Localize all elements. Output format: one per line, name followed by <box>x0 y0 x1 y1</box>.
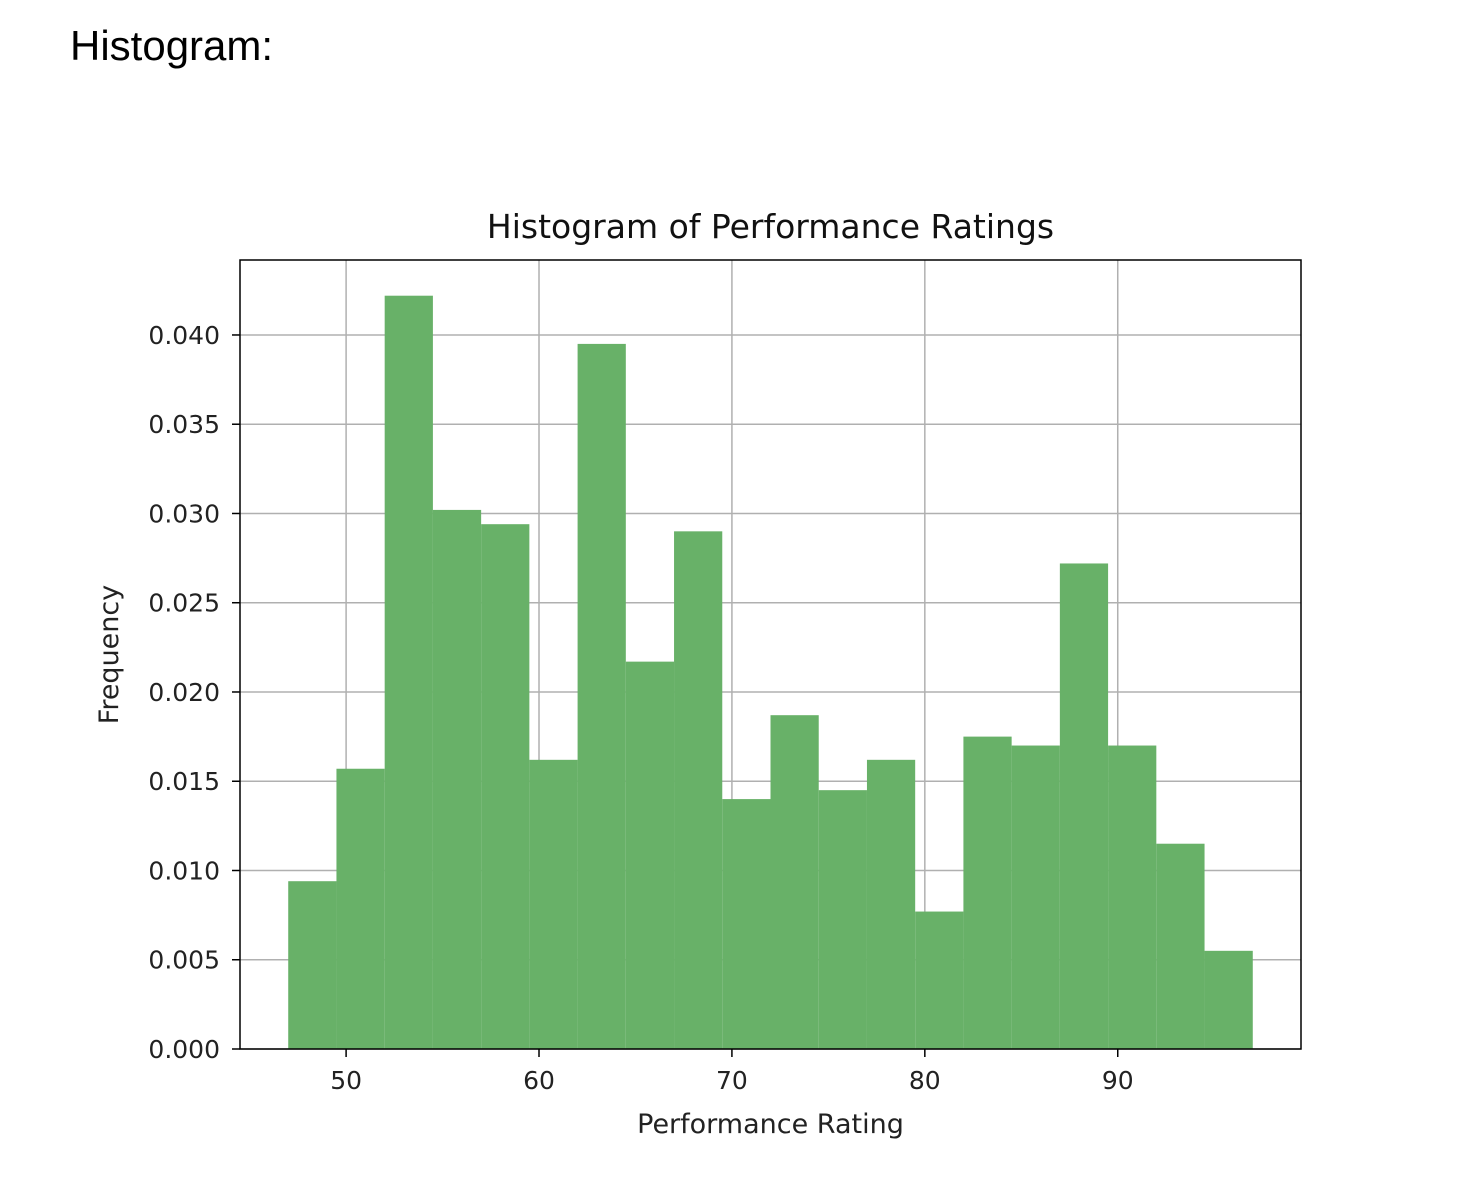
histogram-bar <box>1059 563 1109 1049</box>
histogram-bar <box>1108 745 1157 1049</box>
x-tick-label: 50 <box>330 1066 362 1095</box>
histogram-bar <box>1204 950 1253 1049</box>
histogram-bar <box>577 343 626 1049</box>
x-tick-label: 80 <box>909 1066 941 1095</box>
histogram-bar <box>770 715 819 1049</box>
histogram-bar <box>915 911 964 1049</box>
histogram-bar <box>674 531 723 1049</box>
histogram-bar <box>336 768 385 1049</box>
x-axis-label: Performance Rating <box>637 1109 904 1140</box>
y-tick-label: 0.015 <box>148 767 220 796</box>
histogram-bar <box>529 759 578 1049</box>
y-tick-label: 0.010 <box>148 856 220 885</box>
y-tick-label: 0.025 <box>148 589 220 618</box>
histogram-bar <box>288 881 337 1049</box>
page-heading: Histogram: <box>70 22 274 69</box>
y-tick-label: 0.030 <box>148 499 220 528</box>
histogram-bar <box>1011 745 1060 1049</box>
x-tick-label: 60 <box>523 1066 555 1095</box>
chart-title: Histogram of Performance Ratings <box>487 207 1054 246</box>
y-axis-label: Frequency <box>94 585 125 725</box>
histogram-bars <box>288 295 1253 1049</box>
histogram-bar <box>866 759 916 1049</box>
histogram-bar <box>481 524 530 1049</box>
histogram-bar <box>818 790 867 1049</box>
y-tick-label: 0.020 <box>148 678 220 707</box>
x-tick-label: 90 <box>1102 1066 1134 1095</box>
x-tick-label: 70 <box>716 1066 748 1095</box>
histogram-bar <box>722 799 771 1049</box>
axis-ticks: 50 60 70 80 90 0.000 0.005 0.010 0.015 0.020 0.025… <box>148 321 1133 1095</box>
y-tick-label: 0.000 <box>148 1035 220 1064</box>
y-tick-label: 0.005 <box>148 946 220 975</box>
plot-frame <box>239 259 1302 1050</box>
histogram-bar <box>1156 843 1205 1049</box>
y-tick-label: 0.040 <box>148 321 220 350</box>
histogram-bar <box>625 661 675 1049</box>
histogram-bar <box>432 509 482 1049</box>
y-tick-label: 0.035 <box>148 410 220 439</box>
histogram-bar <box>963 736 1012 1049</box>
histogram-bar <box>384 295 433 1049</box>
